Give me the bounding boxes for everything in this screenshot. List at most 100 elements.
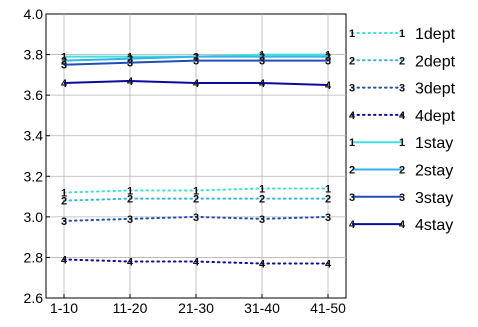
legend-marker-2stay: 2 — [399, 165, 405, 177]
x-tick-label: 31-40 — [244, 300, 280, 316]
legend-marker-1dept: 1 — [349, 28, 355, 40]
legend-marker-2dept: 2 — [349, 55, 355, 67]
y-tick-label: 3.2 — [24, 168, 44, 184]
data-point-3dept: 3 — [325, 212, 331, 224]
data-point-4dept: 4 — [127, 256, 134, 268]
data-point-2dept: 2 — [259, 194, 265, 206]
legend: 1 1 1dept 2 2 2dept 3 3 3dept 4 4 4dept 1 1 1stay 2 2 2st… — [349, 26, 456, 234]
legend-label: 4dept — [415, 108, 456, 125]
data-point-4dept: 4 — [325, 259, 332, 271]
series-line-3dept — [63, 215, 329, 222]
legend-entry-2dept: 2 2 2dept — [349, 53, 456, 70]
data-point-3stay: 3 — [61, 60, 67, 72]
y-tick-label: 3.6 — [24, 87, 44, 103]
data-point-4dept: 4 — [61, 254, 68, 266]
series-line-4dept — [63, 258, 329, 265]
axis-ticks: 1-10 11-20 21-30 31-40 41-50 2.6 2.8 3.0 3.2 3.4 3… — [24, 6, 347, 316]
data-point-4stay: 4 — [325, 80, 332, 92]
legend-label: 3dept — [415, 81, 456, 98]
series-4stay: 4 4 4 4 4 — [61, 76, 332, 92]
series-line-3stay — [63, 59, 328, 66]
y-tick-label: 3.0 — [24, 209, 44, 225]
data-point-2dept: 2 — [325, 194, 331, 206]
data-point-2dept: 2 — [193, 194, 199, 206]
data-point-3dept: 3 — [61, 216, 67, 228]
legend-entry-3stay: 3 3 3stay — [349, 190, 453, 207]
data-point-1stay: 1 — [127, 52, 133, 64]
y-tick-label: 4.0 — [24, 6, 44, 22]
legend-marker-2dept: 2 — [399, 55, 405, 67]
legend-marker-4dept: 4 — [349, 110, 356, 122]
legend-entry-3dept: 3 3 3dept — [349, 81, 456, 98]
legend-marker-1stay: 1 — [349, 137, 355, 149]
data-point-2dept: 2 — [127, 194, 133, 206]
data-point-3dept: 3 — [193, 212, 199, 224]
series-line-1dept — [63, 187, 329, 194]
y-tick-label: 2.6 — [24, 290, 44, 306]
data-point-1stay: 1 — [61, 52, 67, 64]
data-point-3stay: 3 — [259, 56, 265, 68]
legend-label: 1stay — [415, 135, 453, 152]
data-point-1dept: 1 — [193, 185, 199, 197]
legend-marker-4dept: 4 — [399, 110, 406, 122]
legend-marker-4stay: 4 — [399, 219, 406, 231]
x-tick-label: 41-50 — [310, 300, 346, 316]
legend-label: 2stay — [415, 163, 453, 180]
series-line-2dept — [63, 197, 329, 202]
legend-marker-3stay: 3 — [399, 192, 405, 204]
data-point-3dept: 3 — [127, 214, 133, 226]
y-tick-label: 3.8 — [24, 47, 44, 63]
data-point-1dept: 1 — [61, 188, 67, 200]
legend-entry-2stay: 2 2 2stay — [349, 163, 453, 180]
data-point-2dept: 2 — [61, 196, 67, 208]
series-line-2stay — [63, 55, 328, 62]
x-tick-label: 21-30 — [178, 300, 214, 316]
legend-marker-4stay: 4 — [349, 219, 356, 231]
data-point-2stay: 2 — [325, 52, 331, 64]
series-1dept: 1 1 1 1 1 — [61, 183, 331, 199]
x-tick-label: 11-20 — [113, 300, 148, 316]
series-line-4stay — [63, 79, 329, 86]
data-point-3stay: 3 — [127, 58, 133, 70]
x-tick-label: 1-10 — [50, 300, 78, 316]
data-point-4dept: 4 — [193, 256, 200, 268]
series-3stay: 3 3 3 3 3 — [61, 56, 331, 72]
data-point-2stay: 2 — [61, 56, 67, 68]
data-point-3stay: 3 — [193, 56, 199, 68]
data-point-1dept: 1 — [325, 183, 331, 195]
data-point-4stay: 4 — [193, 78, 200, 90]
legend-label: 1dept — [415, 26, 456, 43]
data-point-4stay: 4 — [259, 78, 266, 90]
legend-marker-3stay: 3 — [349, 192, 355, 204]
data-point-1stay: 1 — [325, 50, 331, 62]
legend-marker-1stay: 1 — [399, 137, 405, 149]
data-point-2stay: 2 — [259, 52, 265, 64]
series-3dept: 3 3 3 3 3 — [61, 212, 331, 228]
legend-label: 3stay — [415, 190, 453, 207]
y-tick-label: 2.8 — [24, 249, 44, 265]
data-point-2stay: 2 — [193, 52, 199, 64]
legend-marker-2stay: 2 — [349, 165, 355, 177]
legend-entry-1dept: 1 1 1dept — [349, 26, 456, 43]
legend-entry-4dept: 4 4 4dept — [349, 108, 456, 125]
data-point-1dept: 1 — [127, 185, 133, 197]
data-point-3dept: 3 — [259, 214, 265, 226]
legend-marker-3dept: 3 — [349, 83, 355, 95]
series-group: 1 1 1 1 12 2 2 2 23 3 3 3 34 4 4 4 41 1 1 1 12 2 2 2 23 3 3 3 34 4 4 4 4 — [61, 50, 332, 271]
legend-label: 4stay — [415, 217, 453, 234]
series-2stay: 2 2 2 2 2 — [61, 52, 331, 68]
y-tick-label: 3.4 — [24, 128, 44, 144]
series-4dept: 4 4 4 4 4 — [61, 254, 332, 270]
data-point-4stay: 4 — [127, 76, 134, 88]
legend-marker-3dept: 3 — [399, 83, 405, 95]
data-point-1stay: 1 — [259, 50, 265, 62]
legend-entry-1stay: 1 1 1stay — [349, 135, 453, 152]
data-point-3stay: 3 — [325, 56, 331, 68]
legend-marker-1dept: 1 — [399, 28, 405, 40]
data-point-2stay: 2 — [127, 54, 133, 66]
data-point-1dept: 1 — [259, 183, 265, 195]
series-2dept: 2 2 2 2 2 — [61, 194, 331, 208]
data-point-4dept: 4 — [259, 259, 266, 271]
legend-entry-4stay: 4 4 4stay — [349, 217, 453, 234]
